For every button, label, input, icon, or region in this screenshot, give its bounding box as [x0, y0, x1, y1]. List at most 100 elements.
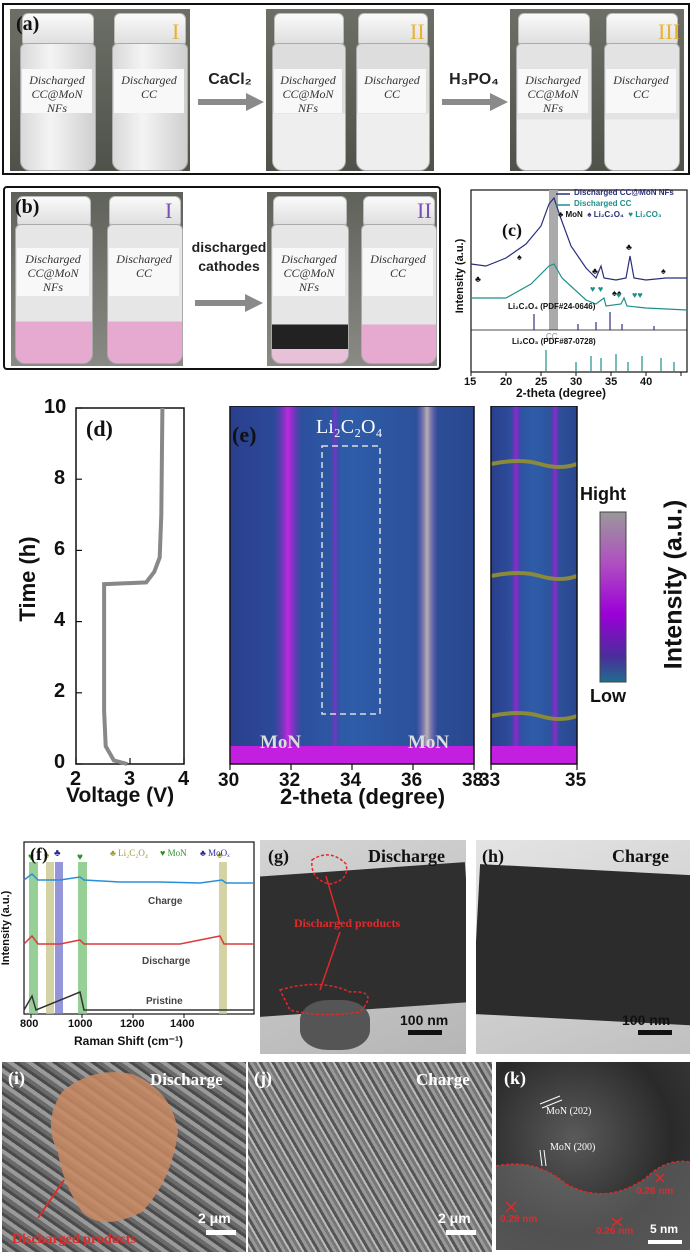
panel-label-e: (e)	[232, 422, 257, 447]
panel-label-k: (k)	[504, 1068, 526, 1088]
x-axis-label: 2-theta (degree)	[516, 386, 607, 400]
roman-numeral: I	[165, 198, 173, 223]
voltage-profile-line	[102, 407, 165, 766]
x-tick: 800	[20, 1018, 39, 1030]
panel-label-i: (i)	[8, 1068, 25, 1088]
panel-b: Discharged CC@MoN NFs Discharged CC (b) …	[3, 186, 441, 370]
svg-text:♠: ♠	[517, 252, 522, 262]
x-tick: 25	[535, 376, 548, 388]
y-axis-label: Intensity (a.u.)	[454, 238, 466, 314]
photo-a-1: Discharged CC@MoN NFs Discharged CC	[10, 9, 190, 171]
colorbar-title: Intensity (a.u.)	[659, 499, 688, 670]
step-label-cathodes: discharged cathodes	[191, 239, 267, 274]
svg-text:♥: ♥	[616, 290, 621, 300]
panel-g: (g) Discharge Discharged products 100 nm	[260, 840, 466, 1054]
x-tick: 20	[500, 376, 513, 388]
panel-e: (e) Li₂C₂O₄ MoN MoN Hight Low Intensity …	[218, 405, 693, 809]
voltage-chart	[75, 407, 185, 766]
svg-text:♠♠: ♠♠	[612, 288, 622, 298]
panel-label-a: (a)	[16, 13, 40, 35]
scale-bar-label: 2 μm	[198, 1210, 231, 1226]
svg-text:♥♥: ♥♥	[632, 290, 643, 300]
y-tick: 0	[54, 751, 66, 773]
roman-numeral: III	[658, 19, 680, 44]
arrow-right-icon	[442, 93, 508, 111]
photo-a-3: Discharged CC@MoN NFs Discharged CC	[510, 9, 684, 171]
colorbar-low: Low	[590, 686, 626, 706]
y-axis-label: Time (h)	[15, 536, 40, 622]
arrow-right-icon	[195, 294, 263, 312]
panel-title: Discharge	[150, 1070, 223, 1089]
trace-label: Discharge	[142, 956, 191, 967]
vial-label: Discharged CC	[606, 69, 676, 113]
marker-li2co3: ♥ Li₂CO₃	[628, 210, 662, 219]
svg-text:♣: ♣	[592, 266, 598, 276]
svg-text:♠: ♠	[661, 266, 666, 276]
legend-entry: Discharged CC@MoN NFs	[574, 188, 674, 197]
x-tick: 30	[570, 376, 583, 388]
annotation-label: Discharged products	[12, 1232, 136, 1247]
d-spacing-label: 0.28 nm	[636, 1186, 674, 1197]
cc-label: CC	[546, 332, 558, 341]
xrd-chart: ♣♠♣♠♠♣♠ ♥ ♥♥ ♥♥	[470, 189, 688, 376]
x-axis-label: Voltage (V)	[66, 784, 175, 807]
legend-entry: ♣ MoOₓ	[200, 848, 230, 858]
trace-label: Charge	[148, 896, 183, 907]
svg-text:♣: ♣	[54, 848, 61, 859]
vial-label: Discharged CC	[363, 248, 433, 296]
ref-label: Li₂CO₃ (PDF#87-0728)	[512, 337, 596, 346]
x-tick: 2	[70, 768, 82, 790]
marker-li2c2o4: ♠ Li₂C₂O₄	[587, 210, 624, 219]
x-tick: 4	[178, 768, 190, 790]
y-tick: 4	[54, 609, 66, 631]
photo-a-2: Discharged CC@MoN NFs Discharged CC	[266, 9, 434, 171]
panel-label-d: (d)	[86, 416, 113, 441]
x-tick: 1200	[120, 1018, 145, 1030]
panel-label-c: (c)	[502, 220, 522, 240]
legend-entry: ♥ MoN	[160, 848, 187, 858]
vial-label: Discharged CC@MoN NFs	[17, 248, 89, 296]
vial-label: Discharged CC	[109, 248, 179, 296]
raman-chart: ♥ ♥ ♠ ♠ ♣	[23, 841, 255, 1018]
panel-label-f: (f)	[30, 844, 48, 864]
marker-legend: ♣ MoN ♠ Li₂C₂O₄ ♥ Li₂CO₃	[558, 210, 662, 219]
vial-label: Discharged CC	[358, 69, 426, 113]
photo-b-2: Discharged CC@MoN NFs Discharged CC	[267, 192, 437, 366]
scale-bar-label: 2 μm	[438, 1210, 471, 1226]
svg-text:♥: ♥	[28, 852, 34, 863]
step-label-cacl2: CaCl₂	[208, 71, 252, 88]
x-tick: 32	[279, 770, 301, 791]
panel-f: ♥ ♥ ♠ ♠ ♣ (f) ♣ Li₂C₂O₄ ♥ MoN ♣ MoOₓ Charg…	[0, 840, 258, 1062]
vial-label: Discharged CC@MoN NFs	[274, 69, 342, 115]
legend-entry: Discharged CC	[574, 199, 632, 208]
vial-label: Discharged CC@MoN NFs	[273, 248, 345, 296]
scale-bar-label: 100 nm	[400, 1012, 449, 1028]
panel-title: Charge	[612, 846, 669, 866]
svg-text:♥ ♥: ♥ ♥	[590, 284, 603, 294]
roman-numeral: II	[410, 19, 425, 44]
panel-label-b: (b)	[15, 196, 40, 218]
y-tick: 10	[44, 396, 67, 418]
lattice-label: MoN (202)	[546, 1106, 592, 1117]
photo-b-1: Discharged CC@MoN NFs Discharged CC	[11, 192, 183, 366]
svg-text:♣: ♣	[475, 274, 481, 284]
mon-label: MoN	[408, 732, 450, 753]
panel-a: Discharged CC@MoN NFs Discharged CC (a) …	[2, 3, 690, 175]
svg-text:♠: ♠	[44, 850, 50, 861]
roman-numeral: I	[172, 19, 180, 44]
x-tick: 35	[565, 770, 587, 791]
scale-bar-label: 5 nm	[650, 1222, 679, 1236]
panel-c: ♣ ♠ ♣ ♠♠ ♣ ♠ ♥ ♥ ♥ ♥♥ (c) Discharged CC@MoN NFs…	[446, 186, 691, 400]
panel-title: Discharge	[368, 846, 445, 866]
y-tick: 8	[54, 467, 66, 489]
x-tick: 34	[340, 770, 362, 791]
roman-numeral: II	[417, 198, 432, 223]
x-tick: 1000	[68, 1018, 93, 1030]
step-label-h3po4: H₃PO₄	[449, 71, 499, 88]
trace-label: Pristine	[146, 996, 183, 1007]
x-tick: 30	[218, 770, 240, 791]
x-tick: 40	[640, 376, 653, 388]
x-tick: 36	[401, 770, 423, 791]
d-spacing-label: 0.28 nm	[500, 1214, 538, 1225]
y-axis-label: Intensity (a.u.)	[0, 890, 12, 966]
